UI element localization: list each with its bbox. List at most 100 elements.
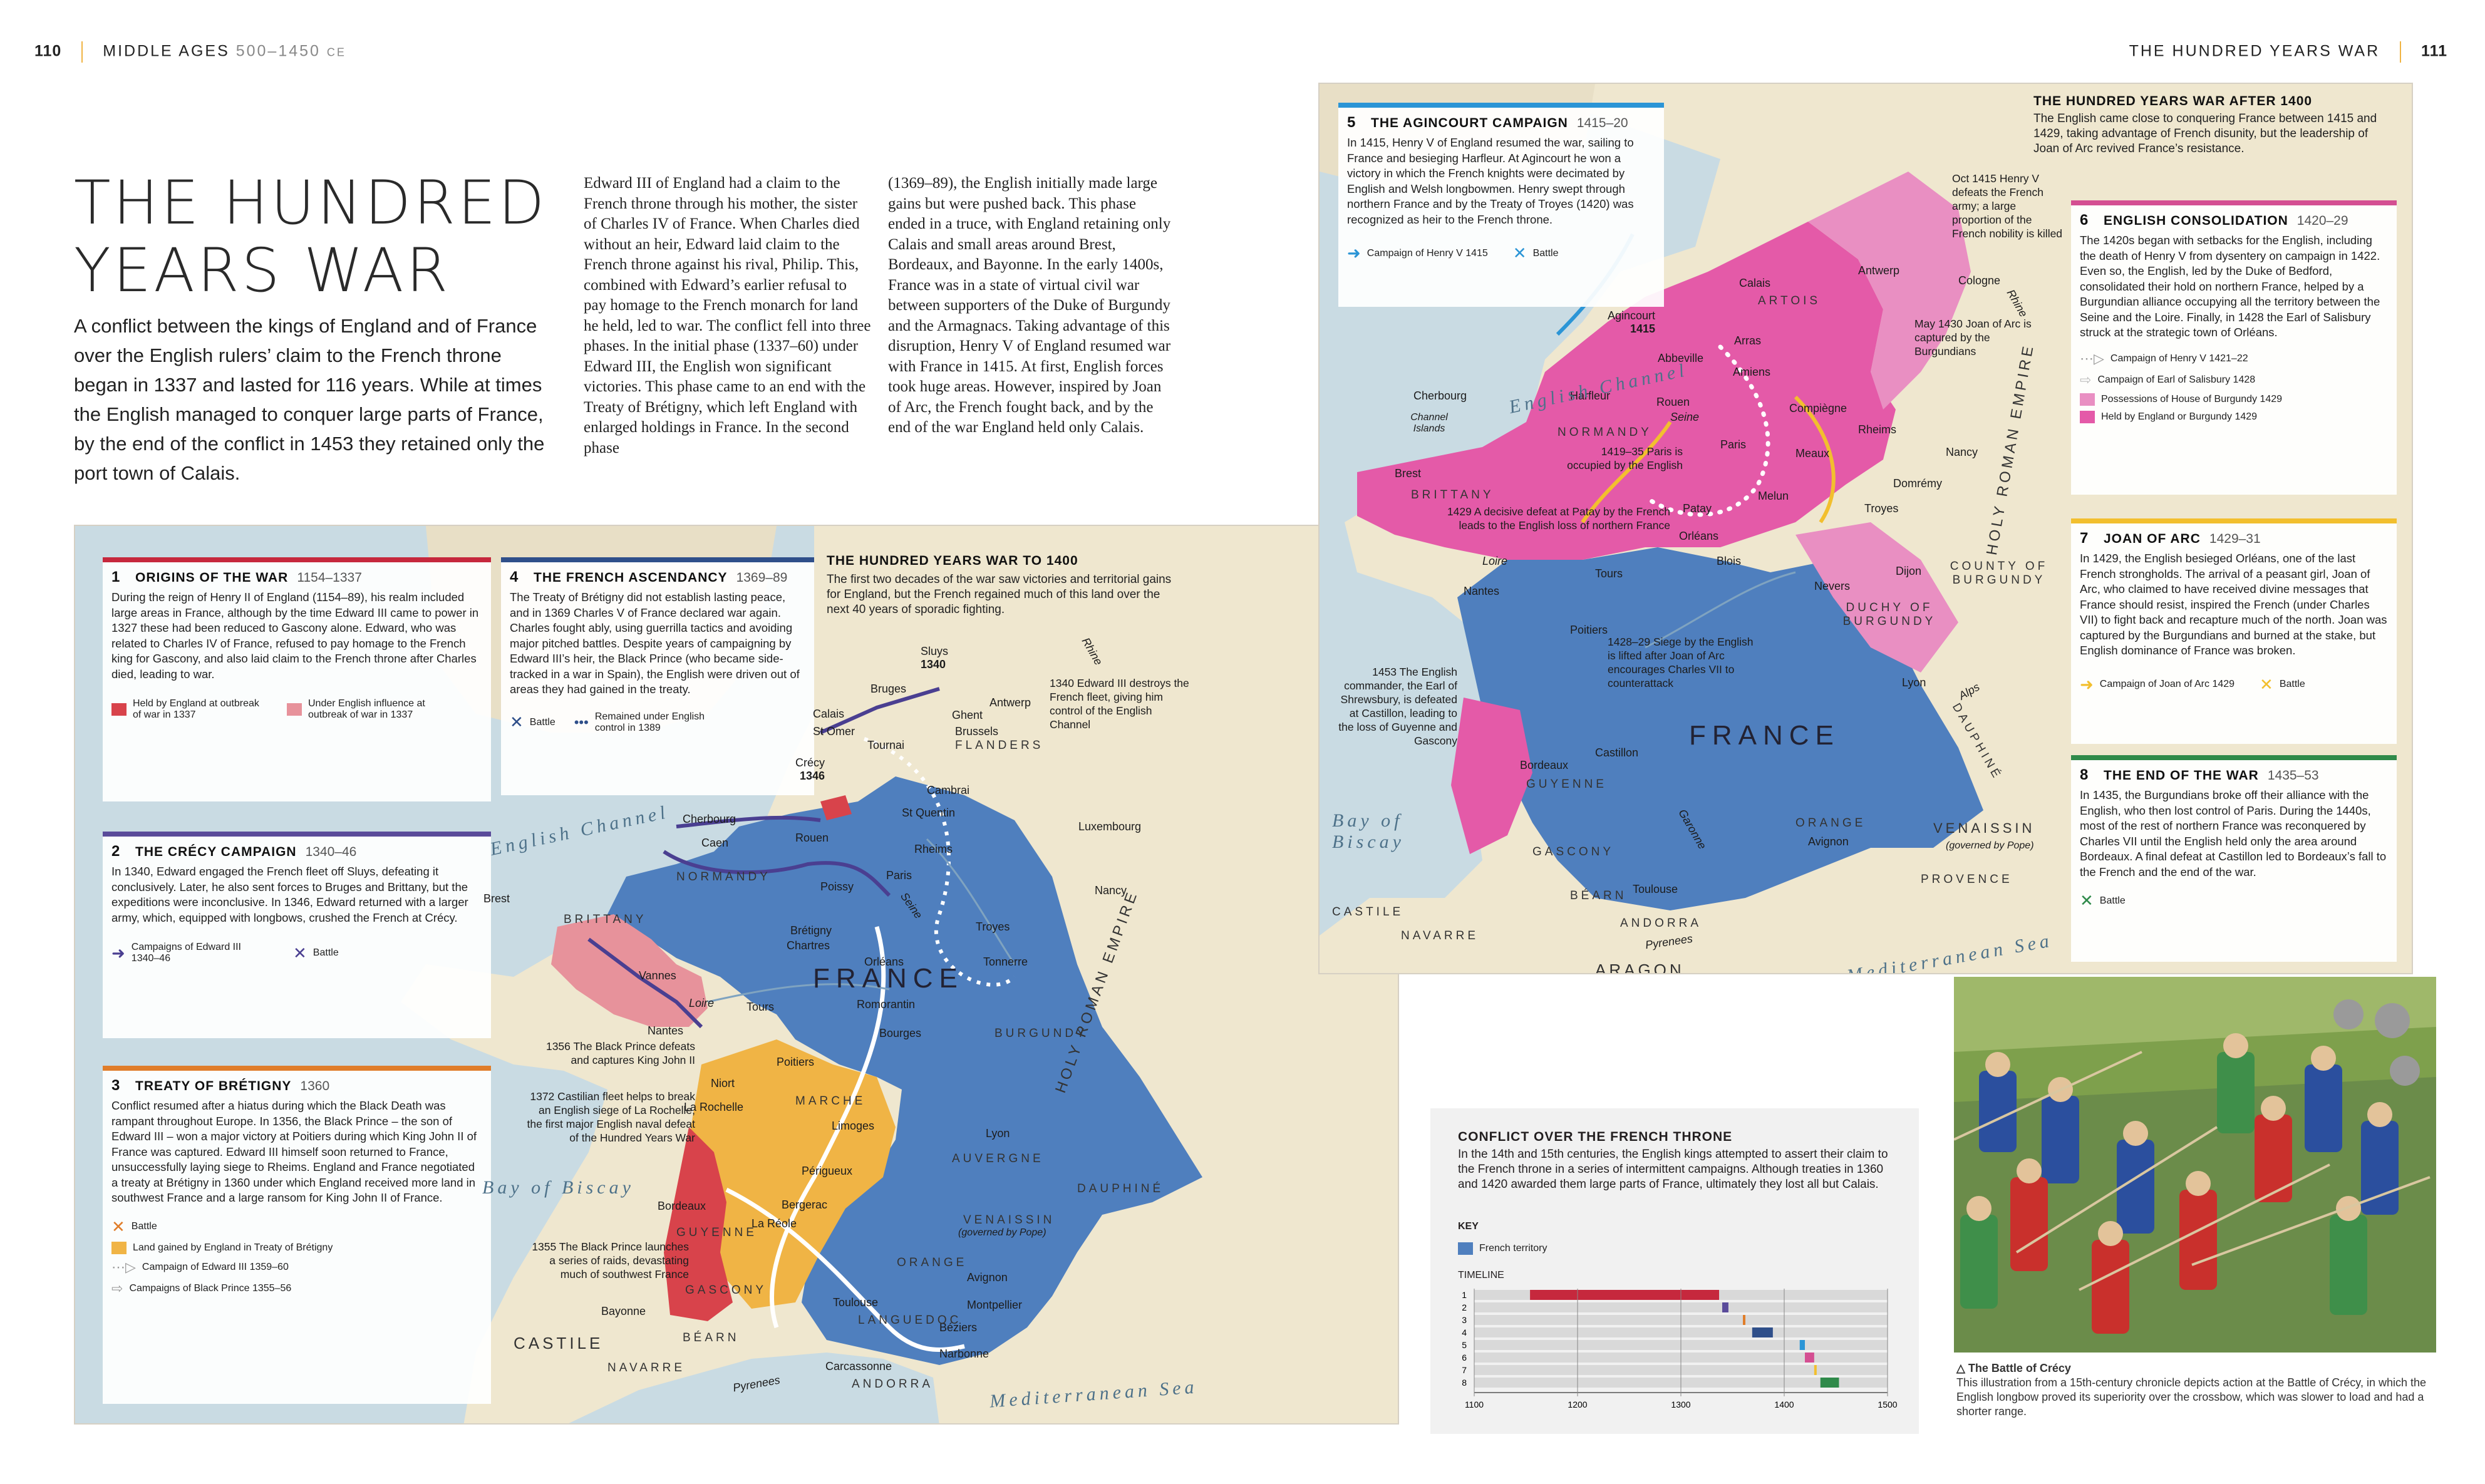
place-label: Brest: [483, 892, 510, 905]
place-label: Montpellier: [967, 1299, 1023, 1311]
map2-biscay-label: Bay of Biscay: [1332, 810, 1405, 852]
timeline-bar: [1752, 1327, 1773, 1337]
joan-campaign-arrow: [1581, 421, 1672, 523]
joan-campaign-arrow: [1794, 395, 1836, 523]
place-label: Calais: [813, 708, 845, 720]
place-label: Lyon: [986, 1127, 1010, 1140]
timeline-row-label: 8: [1462, 1378, 1467, 1388]
region-label: VENAISSIN: [963, 1213, 1055, 1227]
place-label: Blois: [1717, 555, 1742, 567]
place-label: Antwerp: [1858, 264, 1900, 277]
running-header-left: 110 MIDDLE AGES 500–1450 CE: [34, 41, 346, 63]
burgundy-possessions: [1808, 172, 1971, 410]
label-sluys: Sluys 1340: [921, 645, 949, 671]
place-label: Calais: [1739, 277, 1771, 289]
legend-key: Land gained by England in Treaty of Brét…: [111, 1241, 482, 1254]
legend-key: ➜ Campaign of Henry V 1415: [1347, 244, 1488, 262]
timeline-bar: [1814, 1365, 1817, 1375]
place-label: Orléans: [1679, 530, 1719, 542]
header-divider: [81, 41, 83, 63]
legend-box-agincourt: 5 THE AGINCOURT CAMPAIGN 1415–20 In 1415, …: [1338, 103, 1664, 307]
place-label: Meaux: [1795, 447, 1830, 460]
timeline-row-label: 3: [1462, 1315, 1467, 1325]
place-label: Bourges: [879, 1027, 922, 1039]
timeline-label: TIMELINE: [1458, 1270, 1504, 1280]
place-label: Domrémy: [1893, 477, 1943, 490]
map2-subtitle: The English came close to conquering Fra…: [2033, 112, 2377, 155]
place-label: Bordeaux: [1520, 759, 1569, 771]
label-crecy: Crécy 1346: [795, 756, 825, 782]
conflict-title: CONFLICT OVER THE FRENCH THRONE: [1458, 1130, 1733, 1144]
note-1453: 1453 The English commander, the Earl of …: [1338, 666, 1457, 747]
swatch: [111, 703, 127, 716]
place-label: Cambrai: [927, 784, 970, 796]
place-label: Rheims: [914, 843, 953, 855]
place-label: Bordeaux: [658, 1200, 706, 1212]
place-label: Avignon: [967, 1271, 1008, 1284]
legend-key: ✕ Battle: [510, 713, 555, 731]
legend-key: Held by England or Burgundy 1429: [2080, 410, 2388, 423]
legend-box-end-of-war: 8 THE END OF THE WAR 1435–53 In 1435, the …: [2071, 755, 2397, 962]
body-column-1: Edward III of England had a claim to the…: [584, 175, 871, 456]
region-label: ANDORRA: [1620, 917, 1702, 930]
note-1419: 1419–35 Paris is occupied by the English: [1567, 445, 1683, 471]
place-label: Tours: [747, 1001, 775, 1013]
timeline-row-label: 4: [1462, 1327, 1467, 1337]
legend-box-origins: 1 ORIGINS OF THE WAR 1154–1337 During the …: [103, 557, 491, 801]
river-label: Seine: [1670, 411, 1700, 423]
region-label: GASCONY: [685, 1284, 767, 1297]
place-label: Castillon: [1595, 746, 1639, 759]
left-dates: 500–1450: [235, 42, 321, 60]
region-label: NAVARRE: [607, 1361, 686, 1374]
edward-campaign-1359: [864, 737, 1016, 987]
map1-france-label: FRANCE: [813, 963, 964, 994]
box-text: The 1420s began with setbacks for the En…: [2080, 234, 2380, 339]
river: [926, 838, 1016, 965]
timeline-row-label: 6: [1462, 1353, 1467, 1363]
place-label: Tours: [1595, 567, 1623, 580]
region-label: BURGUNDY: [995, 1027, 1088, 1040]
place-label: Rouen: [1656, 396, 1690, 408]
note-1340: 1340 Edward III destroys the French flee…: [1050, 677, 1189, 731]
guyenne-english: [1451, 698, 1532, 854]
region-label: LANGUEDOC: [858, 1314, 962, 1327]
timeline-chart: 1 2 3 4 5 6 7 8 1100 1200 1300 1400 1500: [1462, 1289, 1898, 1409]
arrow-icon: ⇨: [2080, 371, 2092, 388]
france-region: [607, 776, 1202, 1365]
box-text: The Treaty of Brétigny did not establish…: [510, 590, 800, 696]
box-heading: 8 THE END OF THE WAR 1435–53: [2080, 766, 2319, 783]
region-label: AUVERGNE: [952, 1152, 1044, 1165]
region-label: PROVENCE: [1921, 873, 2013, 886]
region-label: ARTOIS: [1758, 294, 1821, 307]
place-label: Poitiers: [1570, 624, 1608, 636]
left-section: MIDDLE AGES: [103, 42, 230, 60]
swatch: [1458, 1242, 1473, 1255]
arrow-icon: ⇨: [111, 1280, 123, 1296]
place-label: Béziers: [939, 1321, 978, 1334]
box-text: In 1340, Edward engaged the French fleet…: [111, 865, 468, 924]
note-1356: 1356 The Black Prince defeats and captur…: [545, 1040, 695, 1066]
left-page-number: 110: [34, 42, 62, 60]
legend-box-french-ascendancy: 4 THE FRENCH ASCENDANCY 1369–89 The Treaty…: [501, 557, 814, 795]
place-label: Poissy: [820, 880, 854, 893]
title-line-1: THE HUNDRED: [74, 168, 547, 238]
box-heading: 6 ENGLISH CONSOLIDATION 1420–29: [2080, 212, 2348, 229]
timeline-bar: [1530, 1290, 1720, 1300]
place-label: Rheims: [1858, 423, 1897, 436]
box-color-bar: [103, 832, 491, 837]
map2-france-label: FRANCE: [1689, 720, 1840, 751]
region-label: ARAGON: [1595, 961, 1685, 974]
campaign-arrow: [819, 687, 940, 734]
legend-box-bretigny: 3 TREATY OF BRÉTIGNY 1360 Conflict resumed…: [103, 1066, 491, 1404]
legend-key: Possessions of House of Burgundy 1429: [2080, 393, 2388, 406]
triangle-icon: △: [1956, 1362, 1968, 1374]
place-label: Troyes: [976, 920, 1010, 933]
campaign-arrow: [676, 815, 821, 828]
region-label: BÉARN: [683, 1331, 740, 1344]
region-label: COUNTY OF BURGUNDY: [1950, 560, 2048, 587]
swatch: [2080, 393, 2095, 406]
place-label: La Réole: [752, 1217, 797, 1230]
box-heading: 2 THE CRÉCY CAMPAIGN 1340–46: [111, 843, 357, 860]
box-text: In 1435, the Burgundians broke off their…: [2080, 788, 2387, 879]
region-label: VENAISSIN: [1933, 820, 2035, 836]
